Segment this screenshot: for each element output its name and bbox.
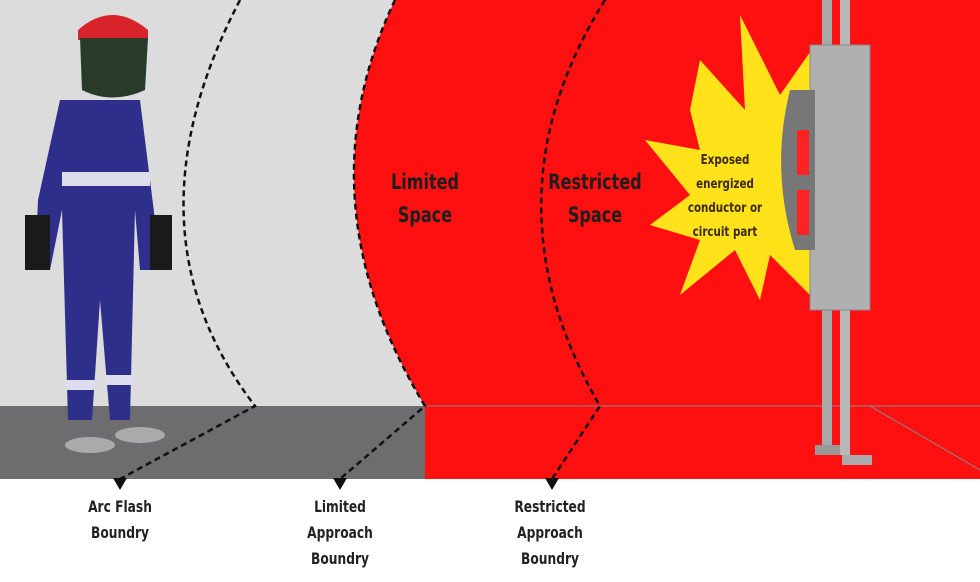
boundary-label-line: Restricted — [514, 497, 586, 516]
limited-space-line: Limited — [390, 170, 460, 194]
limited-approach-boundary-label: Limited Approach Boundry — [289, 494, 391, 572]
exposed-line: circuit part — [692, 224, 758, 240]
heat-zone — [353, 0, 980, 479]
boundary-label-line: Arc Flash — [88, 497, 152, 516]
restricted-space-line: Restricted — [548, 170, 642, 194]
boundary-label-line: Boundry — [521, 549, 579, 568]
electrical-panel-icon — [781, 0, 872, 465]
limited-approach-boundary-line — [339, 0, 427, 480]
exposed-conductor-label: Exposed energized conductor or circuit p… — [670, 148, 781, 244]
boundary-label-line: Boundry — [91, 523, 149, 542]
worker-in-arc-flash-suit-icon — [25, 15, 172, 453]
arc-flash-boundary-label: Arc Flash Boundry — [69, 494, 171, 546]
boundary-label-line: Limited — [314, 497, 366, 516]
explosion-burst-icon — [645, 15, 815, 300]
arrow-down-icon — [113, 478, 559, 490]
restricted-space-label: Restricted Space — [540, 166, 651, 232]
exposed-line: conductor or — [687, 200, 763, 216]
limited-space-line: Space — [397, 203, 453, 227]
exposed-line: Exposed — [700, 152, 750, 168]
boundary-label-line: Boundry — [311, 549, 369, 568]
boundary-label-line: Approach — [307, 523, 373, 542]
restricted-space-line: Space — [567, 203, 623, 227]
restricted-approach-boundary-line — [540, 0, 607, 480]
exposed-line: energized — [696, 176, 754, 192]
floor-perspective-line — [869, 405, 980, 471]
arc-flash-boundary-line — [119, 0, 257, 481]
limited-space-label: Limited Space — [378, 166, 472, 232]
restricted-approach-boundary-label: Restricted Approach Boundry — [499, 494, 601, 572]
boundary-label-line: Approach — [517, 523, 583, 542]
